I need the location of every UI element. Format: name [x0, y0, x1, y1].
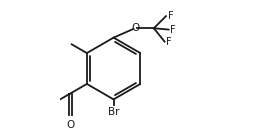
Text: F: F: [168, 11, 173, 21]
Text: F: F: [170, 25, 176, 35]
Text: Br: Br: [108, 107, 119, 117]
Text: F: F: [166, 37, 172, 47]
Text: O: O: [131, 23, 139, 33]
Text: O: O: [67, 119, 75, 129]
